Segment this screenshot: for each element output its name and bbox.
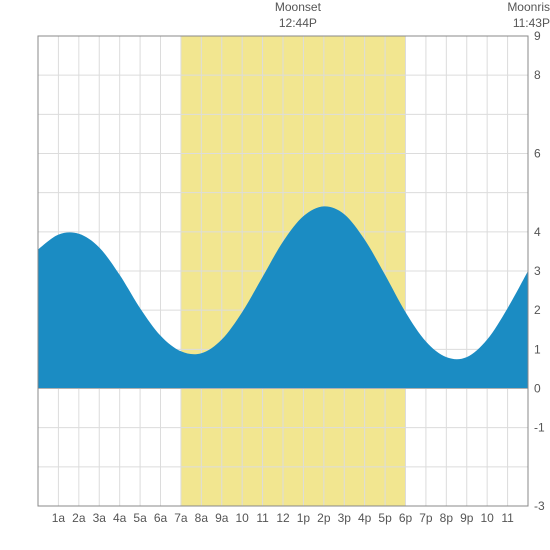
svg-text:-1: -1 [534,421,545,435]
svg-text:8p: 8p [440,511,454,525]
svg-text:2p: 2p [317,511,331,525]
svg-text:9a: 9a [215,511,229,525]
svg-text:6: 6 [534,147,541,161]
moonset-label: Moonset12:44P [275,0,321,31]
svg-text:4a: 4a [113,511,127,525]
svg-text:10: 10 [480,511,494,525]
svg-text:5p: 5p [378,511,392,525]
svg-text:4p: 4p [358,511,372,525]
svg-text:5a: 5a [133,511,147,525]
svg-text:1p: 1p [297,511,311,525]
svg-text:0: 0 [534,382,541,396]
tide-chart: Moonset12:44P Moonris11:43P -3-1012346891… [0,0,550,550]
svg-text:11: 11 [256,511,269,525]
svg-text:3a: 3a [93,511,107,525]
svg-text:2a: 2a [72,511,86,525]
svg-text:6p: 6p [399,511,413,525]
svg-text:1: 1 [534,342,541,356]
svg-text:4: 4 [534,225,541,239]
svg-text:8: 8 [534,68,541,82]
annotation-title: Moonset [275,0,321,16]
svg-text:10: 10 [235,511,249,525]
moonrise-label: Moonris11:43P [507,0,550,31]
svg-text:7p: 7p [419,511,433,525]
svg-text:2: 2 [534,303,541,317]
svg-text:8a: 8a [195,511,209,525]
annotation-title: Moonris [507,0,550,16]
svg-text:12: 12 [276,511,290,525]
svg-text:1a: 1a [52,511,66,525]
svg-text:6a: 6a [154,511,168,525]
svg-text:11: 11 [501,511,514,525]
svg-text:-3: -3 [534,499,545,513]
svg-text:9p: 9p [460,511,474,525]
chart-canvas: -3-1012346891a2a3a4a5a6a7a8a9a1011121p2p… [0,0,550,550]
svg-text:3p: 3p [338,511,352,525]
top-labels: Moonset12:44P Moonris11:43P [0,0,550,36]
svg-text:7a: 7a [174,511,188,525]
annotation-time: 11:43P [507,16,550,32]
svg-text:3: 3 [534,264,541,278]
annotation-time: 12:44P [275,16,321,32]
